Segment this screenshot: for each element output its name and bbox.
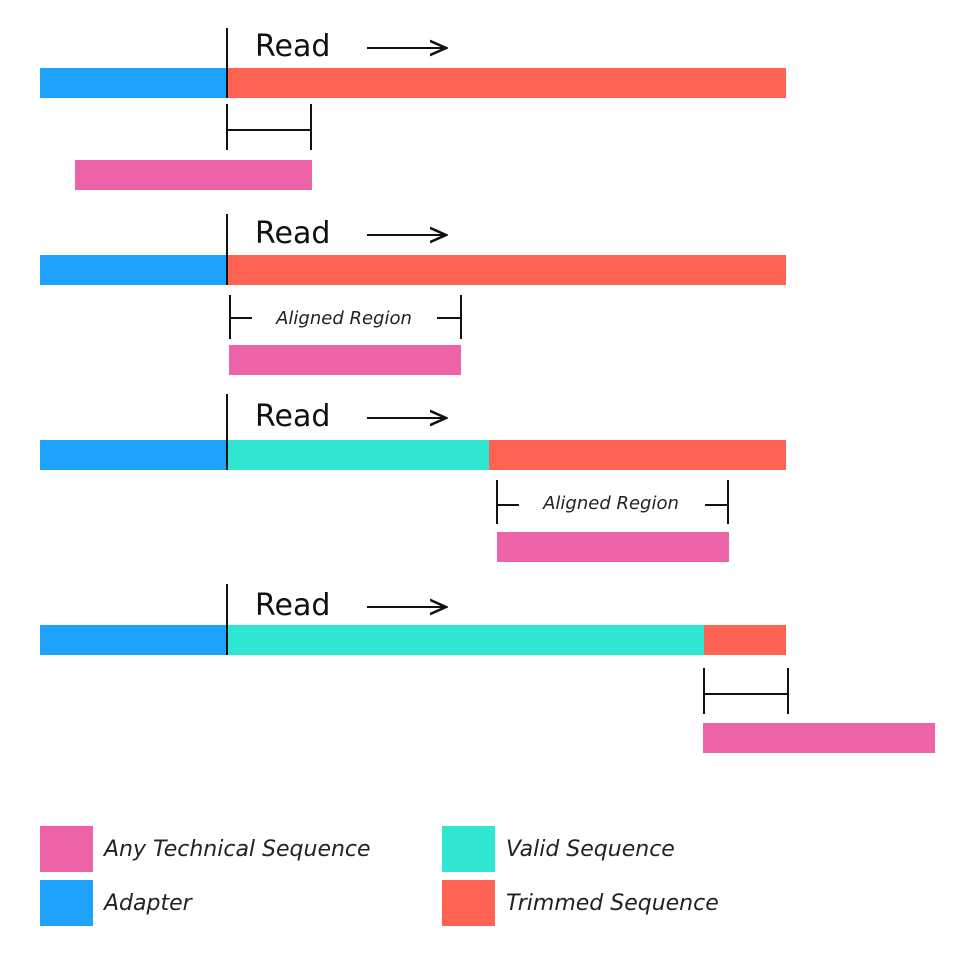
aligned-region-label: Aligned Region	[275, 308, 412, 329]
technical-sequence-bar	[703, 723, 935, 753]
adapter-segment	[40, 68, 227, 98]
case-3: Read Aligned Region	[40, 394, 786, 562]
valid-segment	[227, 625, 704, 655]
aligned-region-bracket	[496, 480, 729, 524]
legend-swatch-trimmed	[442, 880, 495, 926]
aligned-region-bracket	[226, 104, 312, 150]
legend-label-adapter: Adapter	[104, 890, 192, 916]
adapter-segment	[40, 625, 227, 655]
legend-swatch-adapter	[40, 880, 93, 926]
legend-item-valid: Valid Sequence	[442, 826, 675, 872]
adapter-segment	[40, 440, 227, 470]
legend: Any Technical Sequence Valid Sequence Ad…	[40, 826, 920, 936]
read-label: Read	[255, 399, 330, 434]
adapter-segment	[40, 255, 227, 285]
read-label: Read	[255, 216, 330, 251]
legend-item-adapter: Adapter	[40, 880, 192, 926]
case-2: Read Aligned Region	[40, 214, 786, 375]
trimmed-segment	[489, 440, 786, 470]
trimmed-segment	[704, 625, 786, 655]
technical-sequence-bar	[229, 345, 461, 375]
aligned-region-bracket	[229, 295, 462, 339]
aligned-region-label: Aligned Region	[542, 493, 679, 514]
read-label: Read	[255, 588, 330, 623]
case-1: Read	[40, 28, 786, 190]
trimmed-segment	[227, 255, 786, 285]
legend-label-valid: Valid Sequence	[506, 836, 675, 862]
aligned-region-bracket	[703, 668, 789, 714]
technical-sequence-bar	[75, 160, 312, 190]
technical-sequence-bar	[497, 532, 729, 562]
legend-swatch-valid	[442, 826, 495, 872]
legend-item-technical: Any Technical Sequence	[40, 826, 371, 872]
legend-swatch-technical	[40, 826, 93, 872]
valid-segment	[227, 440, 489, 470]
legend-item-trimmed: Trimmed Sequence	[442, 880, 719, 926]
legend-label-trimmed: Trimmed Sequence	[506, 890, 719, 916]
case-4: Read	[40, 584, 935, 753]
legend-label-technical: Any Technical Sequence	[104, 836, 371, 862]
read-label: Read	[255, 29, 330, 64]
trimmed-segment	[227, 68, 786, 98]
